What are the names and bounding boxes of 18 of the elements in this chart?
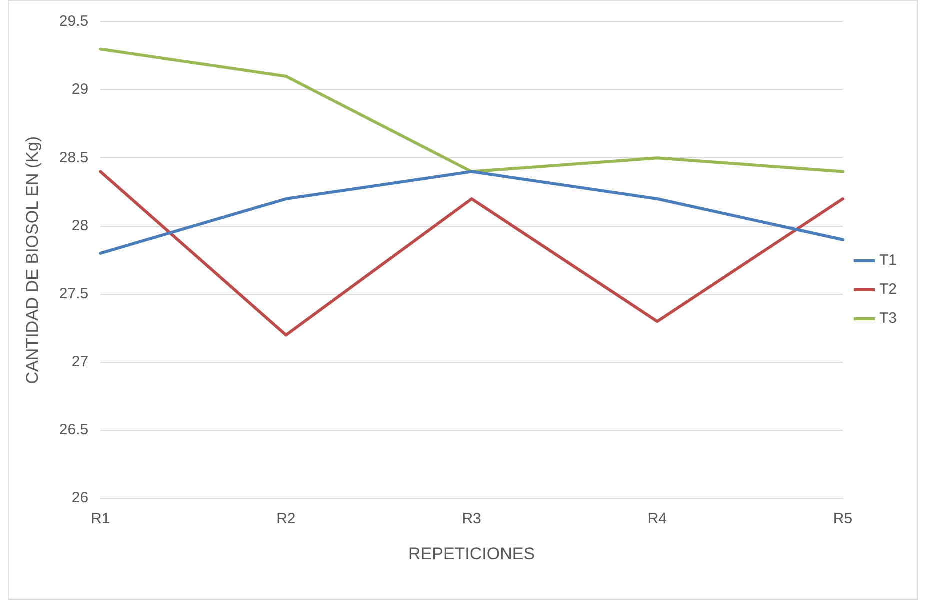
y-tick-label: 27.5 <box>59 285 89 302</box>
x-axis-title: REPETICIONES <box>408 544 536 564</box>
legend-label: T2 <box>879 281 898 298</box>
x-tick-label: R2 <box>276 510 296 528</box>
x-tick-label: R3 <box>462 510 482 528</box>
y-tick-label: 29 <box>72 81 89 98</box>
x-tick-label: R1 <box>91 510 110 528</box>
legend-label: T1 <box>879 252 898 270</box>
y-axis-title: CANTIDAD DE BIOSOL EN (Kg) <box>22 136 42 384</box>
y-tick-label: 28 <box>72 217 89 234</box>
x-tick-label: R5 <box>833 510 853 528</box>
legend-label: T3 <box>879 310 898 328</box>
y-tick-label: 26 <box>72 490 89 507</box>
x-tick-label: R4 <box>648 510 667 528</box>
y-tick-label: 28.5 <box>59 149 89 166</box>
y-tick-label: 27 <box>72 354 89 371</box>
y-tick-label: 26.5 <box>59 422 89 439</box>
y-tick-label: 29.5 <box>59 13 89 30</box>
